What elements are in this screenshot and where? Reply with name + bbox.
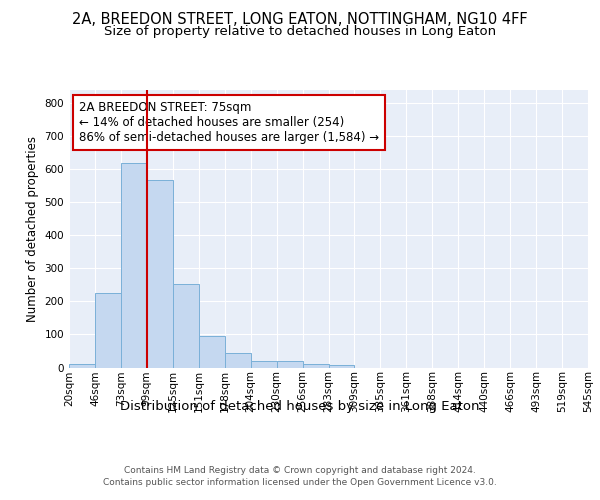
- Bar: [69, 364, 95, 368]
- Text: 2A, BREEDON STREET, LONG EATON, NOTTINGHAM, NG10 4FF: 2A, BREEDON STREET, LONG EATON, NOTTINGH…: [72, 12, 528, 28]
- Text: Contains public sector information licensed under the Open Government Licence v3: Contains public sector information licen…: [103, 478, 497, 487]
- Bar: [199, 336, 224, 368]
- Bar: [302, 364, 329, 368]
- Bar: [147, 180, 173, 368]
- Text: Size of property relative to detached houses in Long Eaton: Size of property relative to detached ho…: [104, 25, 496, 38]
- Text: Distribution of detached houses by size in Long Eaton: Distribution of detached houses by size …: [120, 400, 480, 413]
- Text: Contains HM Land Registry data © Crown copyright and database right 2024.: Contains HM Land Registry data © Crown c…: [124, 466, 476, 475]
- Y-axis label: Number of detached properties: Number of detached properties: [26, 136, 39, 322]
- Bar: [225, 354, 251, 368]
- Bar: [277, 361, 302, 368]
- Bar: [251, 361, 277, 368]
- Bar: [329, 365, 355, 368]
- Bar: [173, 284, 199, 368]
- Bar: [121, 163, 147, 368]
- Bar: [95, 292, 121, 368]
- Text: 2A BREEDON STREET: 75sqm
← 14% of detached houses are smaller (254)
86% of semi-: 2A BREEDON STREET: 75sqm ← 14% of detach…: [79, 101, 380, 144]
